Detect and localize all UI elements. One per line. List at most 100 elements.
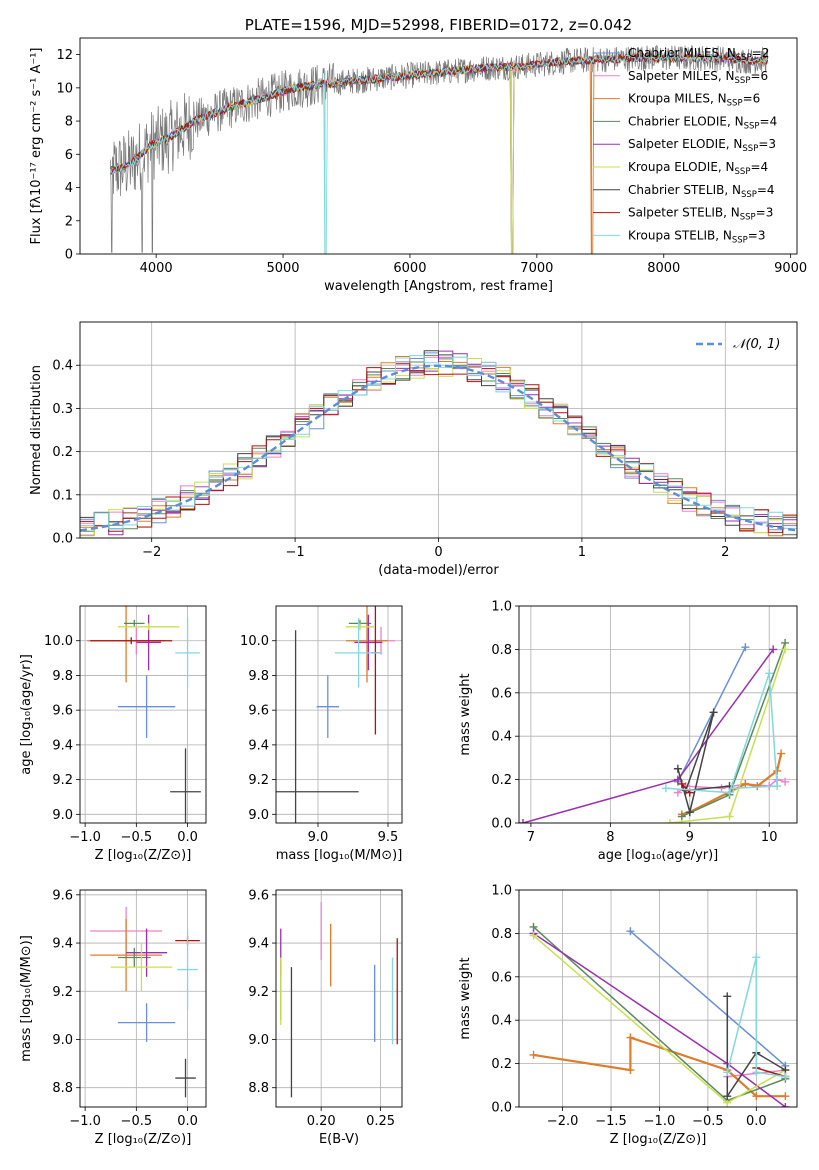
model-spectrum: [110, 53, 769, 254]
x-tick-label: 1: [578, 545, 586, 560]
y-tick-label: 10.0: [44, 634, 73, 649]
mass-weight-marker: [765, 669, 774, 678]
y-tick-label: 0.0: [491, 817, 512, 832]
y-tick-label: 9.0: [52, 1033, 73, 1048]
legend-subscript: SSP: [727, 99, 743, 109]
plot-area: [280, 902, 398, 1098]
mass-weight-marker: [723, 992, 732, 1001]
x-axis-label: Z [log₁₀(Z/Z⊙)]: [610, 1132, 707, 1147]
mass-weight-marker: [677, 812, 686, 821]
x-tick-label: −2.0: [547, 1114, 579, 1129]
mass-weight-line: [726, 996, 786, 1099]
y-tick-label: 4: [65, 181, 73, 196]
mass-weight-marker: [753, 782, 762, 791]
legend-label: Chabrier MILES, NSSP=2: [628, 46, 769, 63]
mass-weight-marker: [529, 1050, 538, 1059]
legend-value: =3: [758, 137, 776, 151]
axes-frame: [79, 605, 207, 824]
y-tick-label: 9.6: [248, 888, 269, 903]
y-tick-label: 9.0: [52, 808, 73, 823]
x-axis-label: wavelength [Angstrom, rest frame]: [324, 279, 553, 294]
mass-weight-marker: [725, 812, 734, 821]
mass-weight-marker: [519, 819, 527, 823]
axes-frame: [79, 321, 798, 539]
x-tick-label: 9.5: [378, 830, 399, 845]
y-tick-label: 9.6: [248, 704, 269, 719]
legend-subscript: SSP: [742, 144, 758, 154]
x-tick-label: 7: [527, 830, 535, 845]
legend-value: =6: [743, 92, 761, 106]
y-tick-label: 0.8: [491, 643, 512, 658]
legend-value: =4: [760, 114, 778, 128]
legend-subscript: SSP: [740, 213, 756, 223]
y-tick-label: 0.8: [491, 927, 512, 942]
axes-massweight_vs_age: 7 8 9 10 0.0 0.2 0.4 0.6 0.8 1.0 age [log₁₀(age/yr…: [458, 600, 798, 863]
mass-weight-marker: [725, 788, 734, 797]
chart-title: PLATE=1596, MJD=52998, FIBERID=0172, z=0…: [245, 16, 632, 34]
y-tick-label: 0.6: [491, 970, 512, 985]
x-tick-label: 0.0: [177, 830, 198, 845]
y-tick-label: 9.2: [52, 985, 73, 1000]
mass-weight-marker: [773, 782, 782, 791]
legend-value: =2: [752, 46, 770, 60]
x-tick-label: 0.20: [307, 1114, 336, 1129]
y-axis-label: mass weight: [458, 673, 473, 755]
axes-frame: [79, 889, 207, 1108]
axes-frame: [518, 889, 798, 1108]
plot-area: [80, 350, 797, 537]
y-tick-label: 0.3: [52, 402, 73, 417]
x-tick-label: −1: [286, 545, 305, 560]
mass-weight-marker: [723, 1068, 732, 1077]
plot-area: [90, 906, 200, 1098]
x-axis-label: (data-model)/error: [378, 563, 499, 578]
y-tick-label: 0.2: [491, 1057, 512, 1072]
y-tick-label: 1.0: [491, 600, 512, 615]
x-tick-label: 8000: [647, 261, 680, 276]
mass-weight-marker: [626, 1033, 635, 1042]
x-axis-label: E(B-V): [319, 1132, 359, 1147]
y-tick-label: 12: [56, 48, 73, 63]
mass-weight-marker: [685, 808, 694, 817]
y-axis-label: Flux [fλ10⁻¹⁷ erg cm⁻² s⁻¹ A⁻¹]: [29, 48, 44, 245]
plot-area: [87, 606, 201, 823]
x-tick-label: 0.0: [746, 1114, 767, 1129]
mass-weight-marker: [781, 1072, 790, 1081]
plot-area: [519, 638, 790, 823]
histogram-step: [80, 350, 797, 536]
x-tick-label: −2: [142, 545, 161, 560]
legend-subscript: SSP: [741, 190, 757, 200]
x-tick-label: 10: [761, 830, 778, 845]
axes-residuals: −2 −1 0 1 2 0.0 0.1 0.2 0.3 0.4 (data-model)/error…: [29, 321, 798, 578]
y-tick-label: 9.0: [248, 1033, 269, 1048]
x-tick-label: 2: [721, 545, 729, 560]
x-axis-label: age [log₁₀(age/yr)]: [598, 848, 719, 863]
legend-value: =3: [756, 206, 774, 220]
y-tick-label: 9.6: [52, 704, 73, 719]
y-tick-label: 2: [65, 214, 73, 229]
y-axis-label: age [log₁₀(age/yr)]: [19, 654, 34, 775]
histogram-step: [80, 356, 797, 537]
mass-weight-marker: [781, 777, 790, 786]
y-tick-label: 9.4: [52, 937, 73, 952]
mass-weight-marker: [673, 788, 682, 797]
x-tick-label: −1.5: [595, 1114, 627, 1129]
y-tick-label: 0.0: [491, 1101, 512, 1116]
legend-label: Salpeter STELIB, NSSP=3: [628, 206, 773, 223]
mass-weight-marker: [729, 784, 738, 793]
x-tick-label: −1.0: [69, 1114, 101, 1129]
y-tick-label: 10.0: [240, 634, 269, 649]
y-tick-label: 0.4: [491, 730, 512, 745]
mass-weight-marker: [752, 1092, 761, 1101]
legend-subscript: SSP: [735, 76, 751, 86]
legend-subscript: SSP: [732, 235, 748, 245]
x-tick-label: 4000: [140, 261, 173, 276]
mass-weight-marker: [781, 1103, 790, 1107]
y-tick-label: 0.1: [52, 488, 73, 503]
y-tick-label: 9.8: [248, 669, 269, 684]
y-tick-label: 0: [65, 248, 73, 263]
mass-weight-line: [677, 646, 747, 783]
x-tick-label: −0.5: [121, 830, 153, 845]
mass-weight-marker: [741, 643, 750, 652]
legend-subscript: SSP: [735, 167, 751, 177]
y-axis-label: mass [log₁₀(M/M⊙)]: [19, 935, 34, 1062]
